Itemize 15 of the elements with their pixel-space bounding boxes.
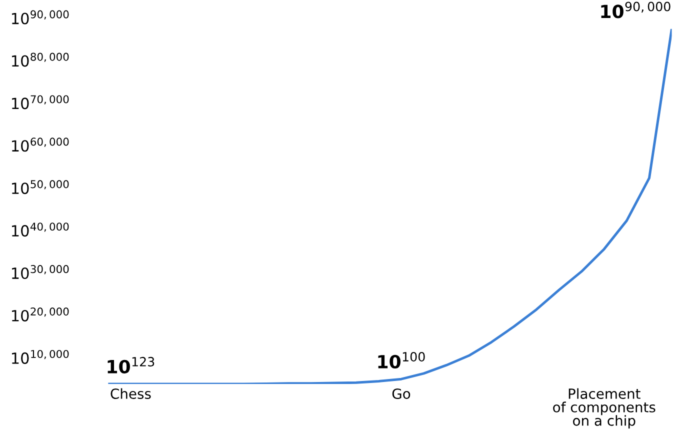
text: 10$^{20,000}$ bbox=[12, 307, 69, 322]
annotation: 10$^{100}$ bbox=[378, 352, 425, 369]
text: 10$^{70,000}$ bbox=[12, 95, 69, 110]
text: 10$^{80,000}$ bbox=[12, 52, 69, 67]
text: 10$^{40,000}$ bbox=[12, 222, 69, 237]
annotation: 10$^{123}$ bbox=[108, 356, 154, 374]
x-tick-label: Chess bbox=[110, 388, 151, 399]
text: 10$^{50,000}$ bbox=[12, 180, 69, 194]
text: 10$^{90,000}$ bbox=[12, 10, 69, 24]
text: 10$^{60,000}$ bbox=[12, 138, 69, 152]
x-tick-label: Go bbox=[392, 388, 410, 399]
text: 10$^{30,000}$ bbox=[12, 265, 69, 280]
text: 10$^{10,000}$ bbox=[12, 350, 69, 364]
text: 10$^{90,000}$ bbox=[601, 2, 670, 18]
x-tick-label: Placement of components on a chip bbox=[553, 388, 656, 429]
